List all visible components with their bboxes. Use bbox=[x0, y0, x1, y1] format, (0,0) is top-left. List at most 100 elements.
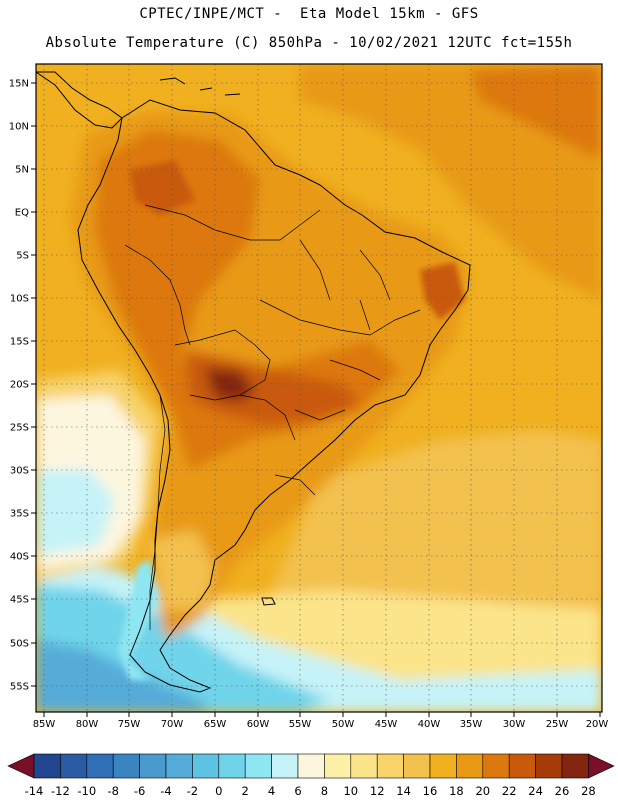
border-paraguay bbox=[239, 394, 296, 441]
lat-label: 30S bbox=[10, 466, 29, 477]
lon-label: 75W bbox=[118, 719, 141, 730]
lon-label: 70W bbox=[161, 719, 184, 730]
lon-labels: 85W 80W 75W 70W 65W 60W 55W 50W 45W 40W … bbox=[33, 719, 609, 730]
border-bolivia bbox=[174, 329, 271, 401]
colorbar-label: 20 bbox=[475, 784, 490, 798]
colorbar-label: 12 bbox=[370, 784, 385, 798]
colorbar-label: -8 bbox=[107, 784, 118, 798]
colorbar-bin bbox=[86, 753, 114, 779]
colorbar-low-arrow bbox=[7, 753, 35, 779]
lat-label: 55S bbox=[10, 682, 29, 693]
lat-label: 40S bbox=[10, 552, 29, 563]
lat-label: 35S bbox=[10, 509, 29, 520]
lat-label: 15S bbox=[10, 337, 29, 348]
lon-label: 80W bbox=[76, 719, 99, 730]
falklands bbox=[261, 597, 276, 606]
colorbar: -14 -12 -10 -8 -6 -4 -2 0 2 4 6 8 10 12 … bbox=[7, 753, 615, 798]
colorbar-label: -2 bbox=[187, 784, 198, 798]
colorbar-label: 0 bbox=[215, 784, 222, 798]
colorbar-bin bbox=[218, 753, 246, 779]
colorbar-label: -6 bbox=[134, 784, 145, 798]
map-frame bbox=[35, 63, 603, 713]
colorbar-bin bbox=[456, 753, 484, 779]
colorbar-bins bbox=[33, 753, 589, 779]
lon-ticks bbox=[43, 712, 601, 717]
border-peru-brazil bbox=[124, 244, 191, 346]
colorbar-label: 28 bbox=[581, 784, 596, 798]
colorbar-label: 18 bbox=[449, 784, 464, 798]
colorbar-bin bbox=[403, 753, 431, 779]
colorbar-bin bbox=[33, 753, 61, 779]
lat-label: 25S bbox=[10, 423, 29, 434]
lon-label: 30W bbox=[503, 719, 526, 730]
colorbar-label: -14 bbox=[25, 784, 44, 798]
colorbar-bin bbox=[535, 753, 563, 779]
lat-label: 5S bbox=[16, 251, 29, 262]
colorbar-label: 14 bbox=[396, 784, 411, 798]
lon-label: 65W bbox=[204, 719, 227, 730]
south-america-coastline bbox=[77, 99, 471, 693]
lon-label: 50W bbox=[332, 719, 355, 730]
lon-label: 45W bbox=[375, 719, 398, 730]
colorbar-bin bbox=[482, 753, 510, 779]
colorbar-bin bbox=[297, 753, 325, 779]
graticule bbox=[36, 64, 602, 712]
amazon-hot bbox=[130, 160, 195, 215]
pacific-cold-core bbox=[36, 470, 115, 555]
colorbar-bin bbox=[429, 753, 457, 779]
colorbar-label: 24 bbox=[528, 784, 543, 798]
colorbar-bin bbox=[244, 753, 272, 779]
brazil-states bbox=[259, 239, 421, 421]
colorbar-bin bbox=[508, 753, 536, 779]
lon-label: 55W bbox=[289, 719, 312, 730]
lat-label: 15N bbox=[9, 79, 29, 90]
colorbar-bin bbox=[139, 753, 167, 779]
coastlines bbox=[36, 71, 471, 693]
colorbar-bin bbox=[561, 753, 589, 779]
lon-label: 35W bbox=[460, 719, 483, 730]
lon-label: 60W bbox=[247, 719, 270, 730]
lat-label: 10S bbox=[10, 294, 29, 305]
chaco-hotspot bbox=[185, 350, 360, 425]
lon-label: 85W bbox=[33, 719, 56, 730]
lon-label: 40W bbox=[418, 719, 441, 730]
lat-labels: 15N 10N 5N EQ 5S 10S 15S 20S 25S 30S 35S… bbox=[9, 79, 29, 693]
colorbar-label: 8 bbox=[321, 784, 328, 798]
colorbar-label: -12 bbox=[51, 784, 70, 798]
colorbar-label: 2 bbox=[242, 784, 249, 798]
andes-cold bbox=[118, 560, 158, 680]
lon-label: 20W bbox=[586, 719, 609, 730]
patagonia-mild bbox=[150, 530, 215, 610]
nordeste-hot bbox=[420, 262, 465, 320]
colorbar-bin bbox=[271, 753, 299, 779]
colorbar-bin bbox=[376, 753, 404, 779]
chart-title-line1: CPTEC/INPE/MCT - Eta Model 15km - GFS bbox=[139, 6, 479, 22]
colorbar-label: 10 bbox=[343, 784, 358, 798]
lon-label: 25W bbox=[546, 719, 569, 730]
colorbar-bin bbox=[324, 753, 352, 779]
lat-label: 5N bbox=[15, 165, 29, 176]
colorbar-label: 4 bbox=[268, 784, 275, 798]
central-america-coastline bbox=[36, 71, 123, 129]
lat-label: 10N bbox=[9, 122, 29, 133]
colorbar-label: -10 bbox=[77, 784, 96, 798]
colorbar-bin bbox=[192, 753, 220, 779]
colorbar-label: 22 bbox=[502, 784, 517, 798]
caribbean-islands bbox=[159, 77, 241, 96]
colorbar-label: -4 bbox=[160, 784, 171, 798]
colorbar-label: 16 bbox=[423, 784, 438, 798]
colorbar-bin bbox=[350, 753, 378, 779]
colorbar-high-arrow bbox=[588, 753, 615, 779]
lat-label: 20S bbox=[10, 380, 29, 391]
colorbar-bin bbox=[112, 753, 140, 779]
colorbar-label: 26 bbox=[555, 784, 570, 798]
colorbar-label: 6 bbox=[294, 784, 301, 798]
lat-label: 50S bbox=[10, 639, 29, 650]
atlantic-north-core bbox=[470, 64, 602, 160]
colorbar-bin bbox=[60, 753, 88, 779]
lat-label: EQ bbox=[15, 208, 29, 219]
colorbar-bin bbox=[165, 753, 193, 779]
colorbar-labels: -14 -12 -10 -8 -6 -4 -2 0 2 4 6 8 10 12 … bbox=[25, 784, 596, 798]
chart-title-line2: Absolute Temperature (C) 850hPa - 10/02/… bbox=[45, 35, 573, 51]
